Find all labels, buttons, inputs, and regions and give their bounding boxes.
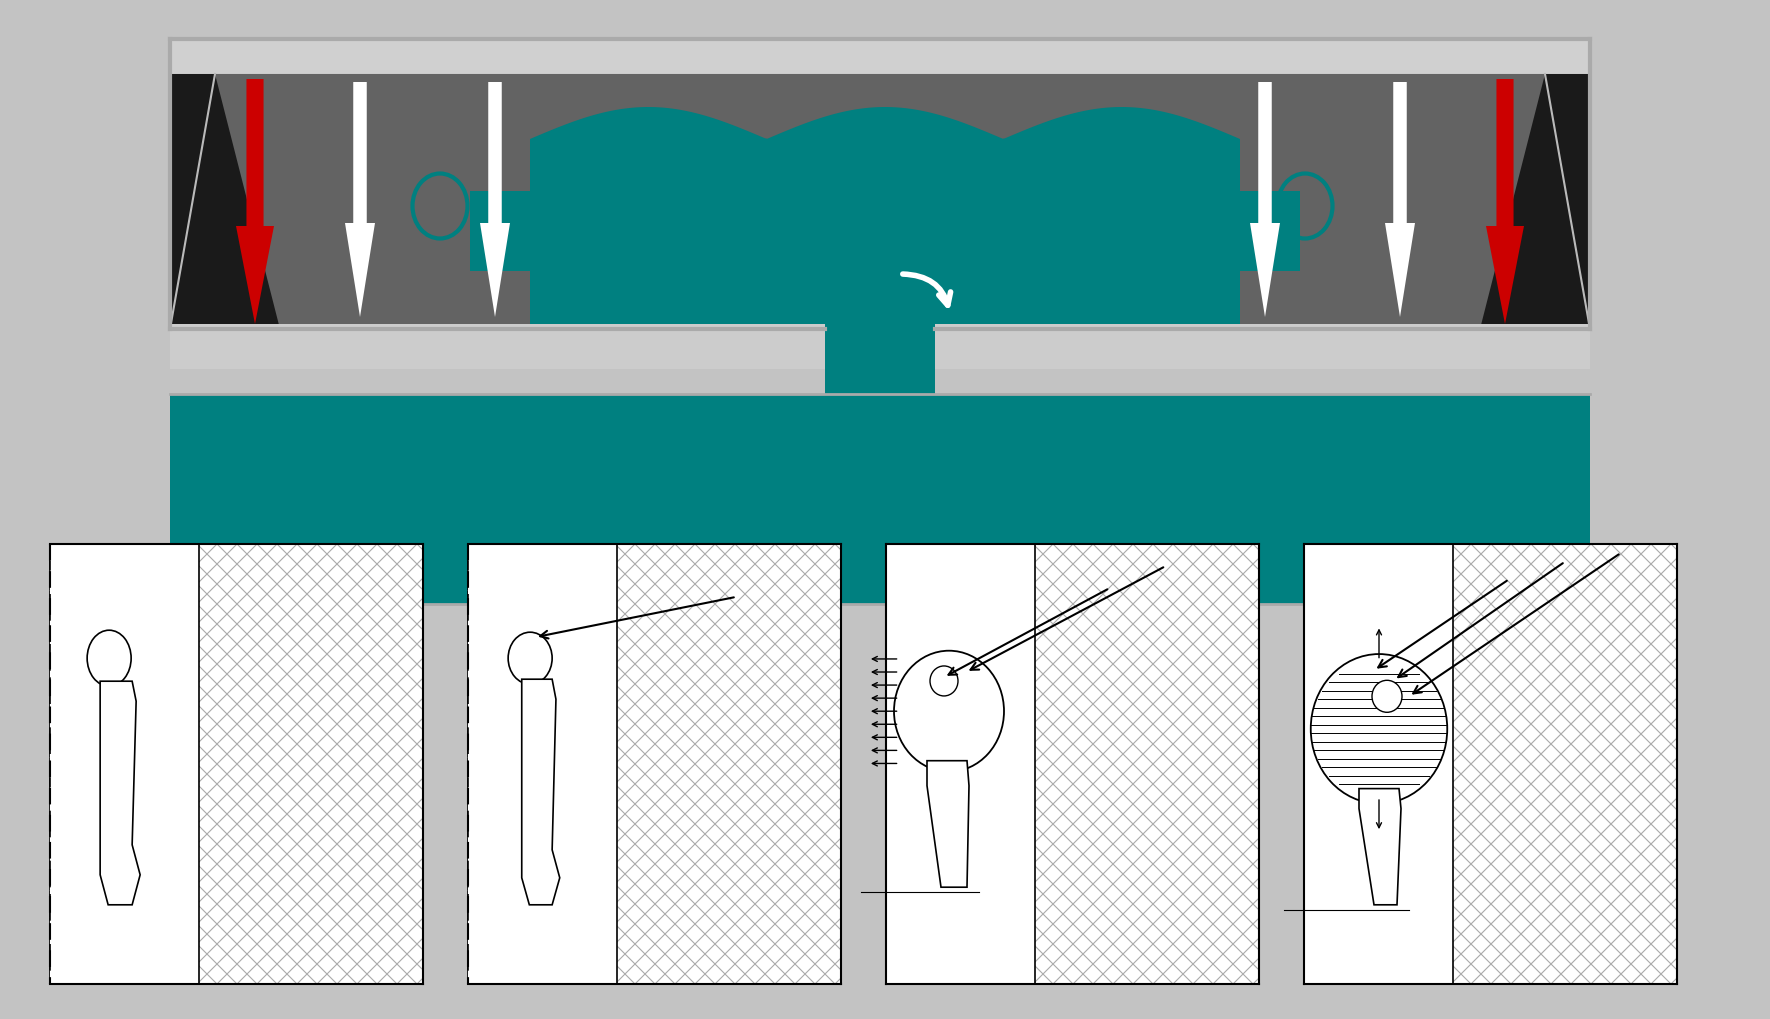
Polygon shape <box>170 75 280 330</box>
Bar <box>467 544 841 984</box>
Polygon shape <box>1359 789 1402 905</box>
Bar <box>170 40 1589 75</box>
Bar <box>935 325 1589 360</box>
Ellipse shape <box>929 666 958 696</box>
Bar <box>1304 544 1676 984</box>
Polygon shape <box>345 83 375 318</box>
Bar <box>170 40 1589 370</box>
Polygon shape <box>522 680 559 905</box>
Bar <box>50 544 200 984</box>
Bar <box>887 544 1258 984</box>
Bar <box>467 544 618 984</box>
Polygon shape <box>927 761 968 888</box>
Ellipse shape <box>508 633 552 685</box>
Ellipse shape <box>87 631 131 687</box>
Bar <box>170 394 1589 604</box>
Bar <box>471 192 529 272</box>
Bar <box>1241 192 1299 272</box>
Bar <box>50 544 423 984</box>
Polygon shape <box>529 108 1241 344</box>
Bar <box>887 544 1035 984</box>
Polygon shape <box>1480 75 1589 330</box>
Bar <box>825 325 935 394</box>
Ellipse shape <box>894 651 1004 772</box>
Bar <box>170 325 825 360</box>
Ellipse shape <box>1312 654 1448 804</box>
Polygon shape <box>101 682 140 905</box>
Polygon shape <box>480 83 510 318</box>
Polygon shape <box>214 75 1545 344</box>
Bar <box>1304 544 1453 984</box>
Polygon shape <box>1250 83 1280 318</box>
Polygon shape <box>1384 83 1414 318</box>
Polygon shape <box>235 79 274 325</box>
Polygon shape <box>1487 79 1524 325</box>
Ellipse shape <box>1372 681 1402 712</box>
